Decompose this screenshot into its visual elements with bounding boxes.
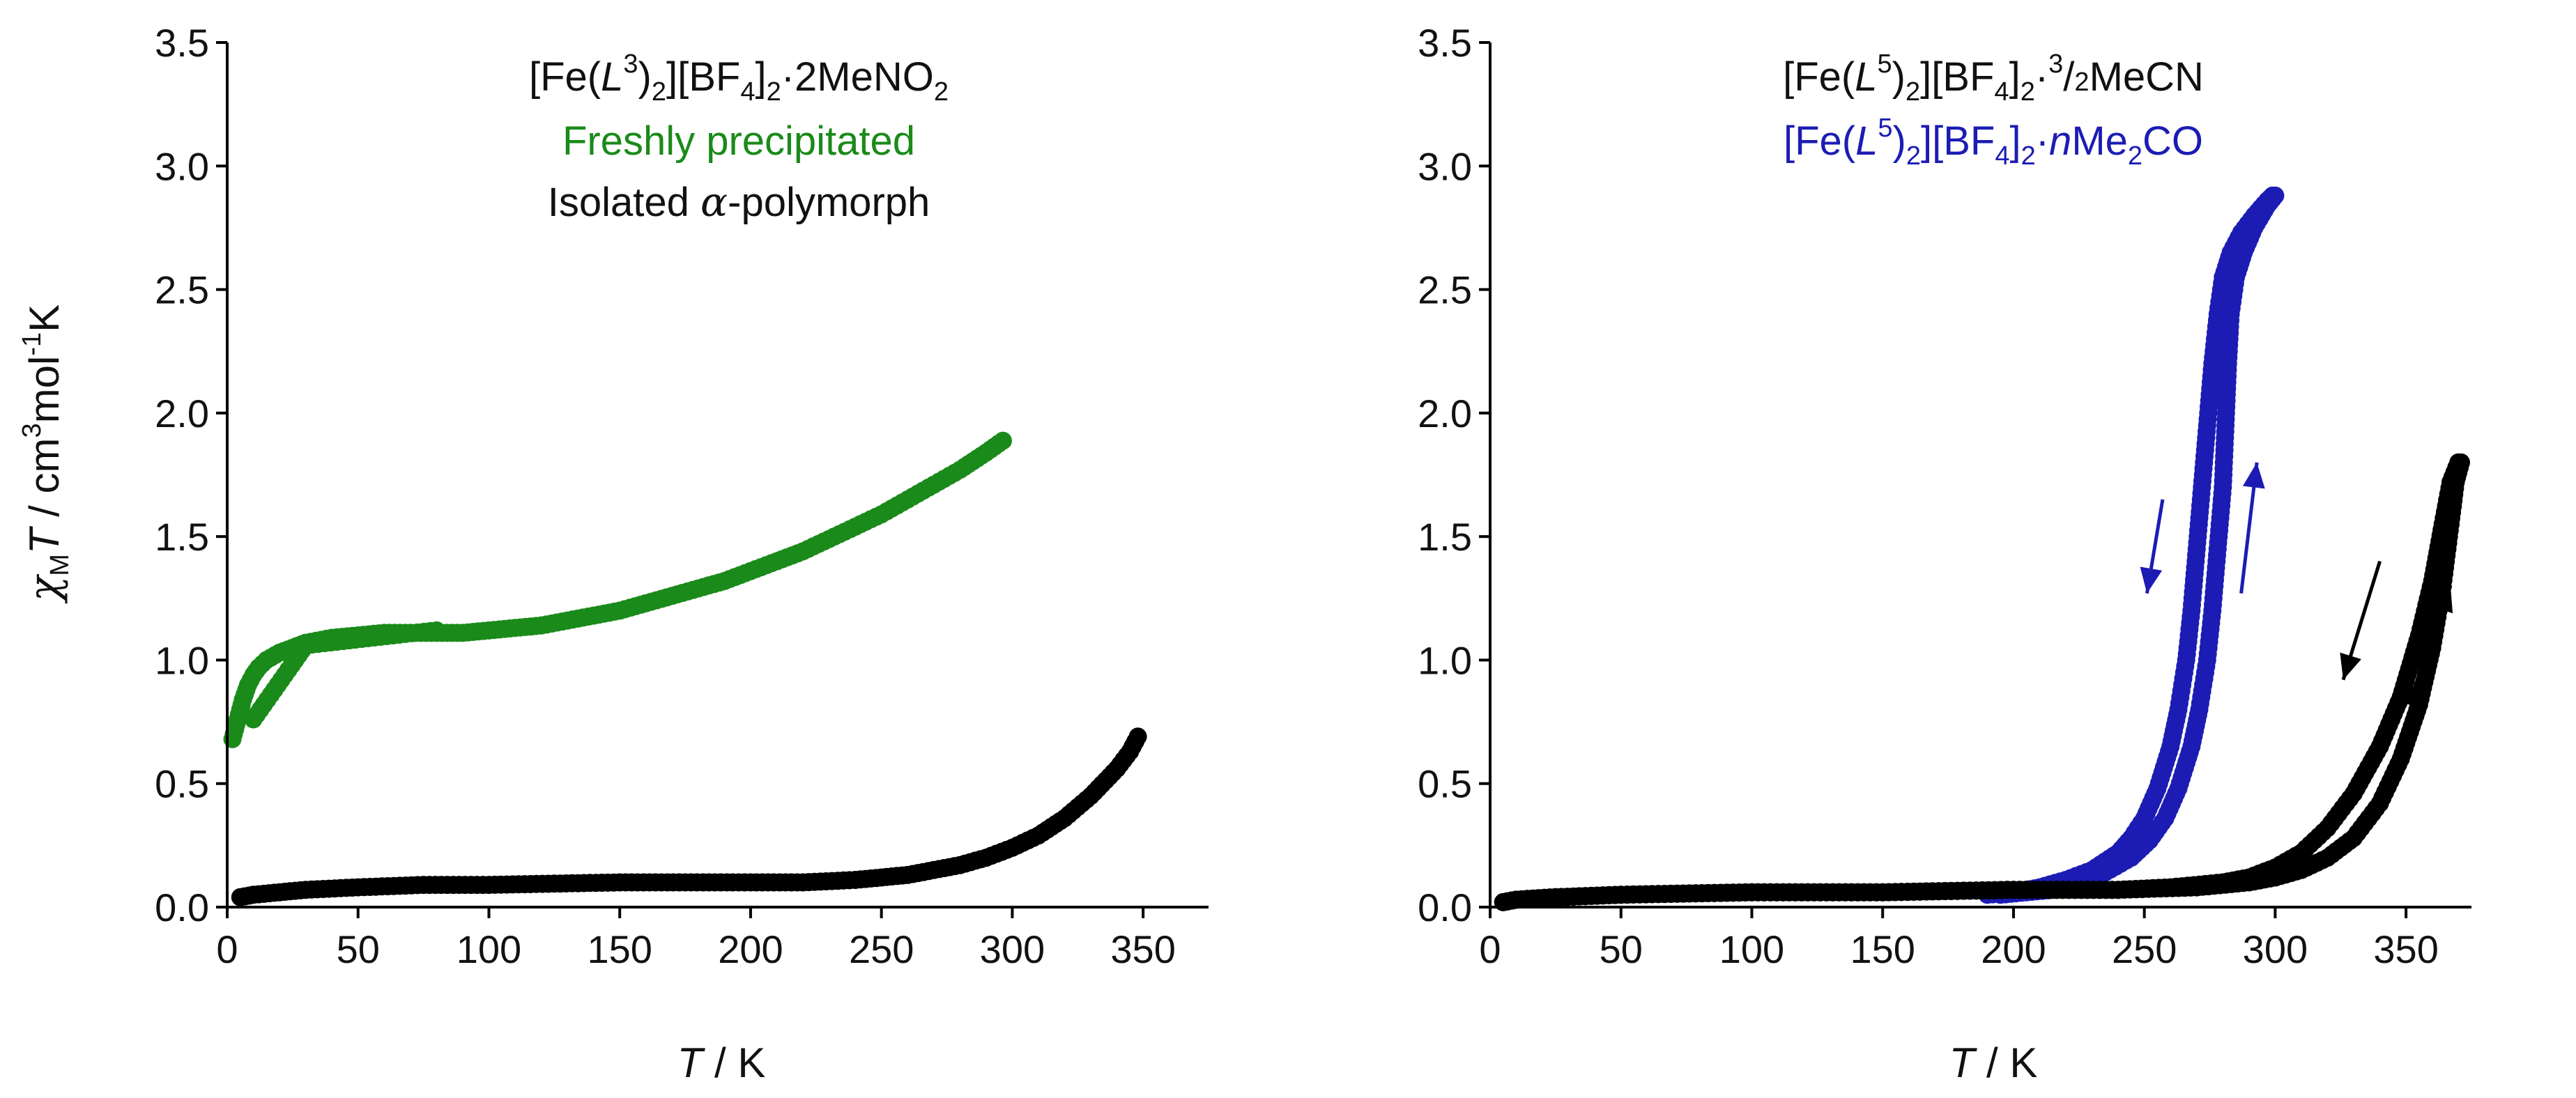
x-tick-label: 300 [980, 927, 1045, 971]
series-right-2 [1494, 453, 2468, 911]
series-right-3 [1494, 453, 2470, 911]
data-point [2266, 186, 2285, 205]
y-tick-label: 1.5 [155, 515, 209, 559]
x-tick-label: 350 [1110, 927, 1175, 971]
arrow-black-up [2407, 585, 2453, 706]
x-tick-label: 200 [1981, 927, 2046, 971]
x-tick-label: 250 [849, 927, 914, 971]
x-tick-label: 50 [337, 927, 380, 971]
x-tick-label: 350 [2373, 927, 2438, 971]
left-axes: 0 50 100 150 200 250 300 350 0.0 0.5 1.0 1.5 2.0 2.5 3… [155, 21, 1209, 971]
x-tick-label: 300 [2243, 927, 2308, 971]
data-point [2452, 453, 2470, 472]
left-legend: [Fe(L3)2][BF4]2·2MeNO2 Freshly precipita… [529, 49, 949, 226]
left-chart-panel: 0 50 100 150 200 250 300 350 0.0 0.5 1.0 1.5 2.0 2.5 3… [17, 21, 1209, 1086]
y-tick-label: 2.5 [155, 268, 209, 312]
right-legend-line2: [Fe(L5)2][BF4]2·nMe2CO [1784, 114, 2203, 171]
left-x-axis-title: T / K [677, 1039, 766, 1086]
x-tick-label: 0 [1479, 927, 1501, 971]
data-point [1128, 727, 1147, 746]
y-tick-label: 2.0 [155, 392, 209, 435]
x-tick-label: 150 [587, 927, 652, 971]
x-tick-label: 50 [1600, 927, 1643, 971]
y-tick-label: 1.0 [1418, 638, 1472, 682]
right-chart-panel: 0 50 100 150 200 250 300 350 0.0 0.5 1.0 1.5 2.0 2.5 3… [1418, 21, 2471, 1086]
x-tick-label: 100 [1719, 927, 1784, 971]
right-legend-line1: [Fe(L5)2][BF4]2·3/2MeCN [1783, 49, 2204, 107]
y-tick-label: 3.5 [155, 21, 209, 65]
left-data-points [223, 431, 1147, 906]
left-legend-line1: [Fe(L3)2][BF4]2·2MeNO2 [529, 49, 949, 107]
series-right-1 [1991, 186, 2285, 904]
arrow-blue-up [2239, 462, 2265, 594]
y-tick-label: 1.5 [1418, 515, 1472, 559]
x-tick-label: 100 [457, 927, 521, 971]
arrow-blue-down [2140, 499, 2165, 594]
y-tick-label: 3.0 [1418, 144, 1472, 188]
x-tick-label: 0 [216, 927, 238, 971]
left-legend-line3: Isolated α-polymorph [548, 178, 930, 226]
series-left-0 [223, 431, 1012, 748]
y-tick-label: 3.5 [1418, 21, 1472, 65]
x-tick-label: 250 [2112, 927, 2177, 971]
right-legend: [Fe(L5)2][BF4]2·3/2MeCN [Fe(L5)2][BF4]2·… [1783, 49, 2204, 171]
y-tick-label: 0.5 [1418, 762, 1472, 806]
y-tick-label: 0.0 [1418, 886, 1472, 929]
x-tick-label: 150 [1850, 927, 1915, 971]
right-axes: 0 50 100 150 200 250 300 350 0.0 0.5 1.0 1.5 2.0 2.5 3… [1418, 21, 2471, 971]
series-left-1 [231, 727, 1147, 906]
y-tick-label: 1.0 [155, 638, 209, 682]
right-data-points [1494, 186, 2470, 911]
arrow-black-down [2340, 560, 2382, 681]
right-x-axis-title: T / K [1949, 1039, 2038, 1086]
y-tick-label: 2.0 [1418, 392, 1472, 435]
y-tick-label: 0.5 [155, 762, 209, 806]
right-arrows [2140, 462, 2453, 706]
y-axis-title: χMT / cm3mol-1K [17, 304, 75, 604]
left-legend-line2: Freshly precipitated [562, 118, 915, 164]
y-tick-label: 0.0 [155, 886, 209, 929]
data-point [993, 431, 1012, 450]
data-point [427, 621, 446, 640]
x-tick-label: 200 [718, 927, 783, 971]
y-tick-label: 3.0 [155, 144, 209, 188]
y-tick-label: 2.5 [1418, 268, 1472, 312]
